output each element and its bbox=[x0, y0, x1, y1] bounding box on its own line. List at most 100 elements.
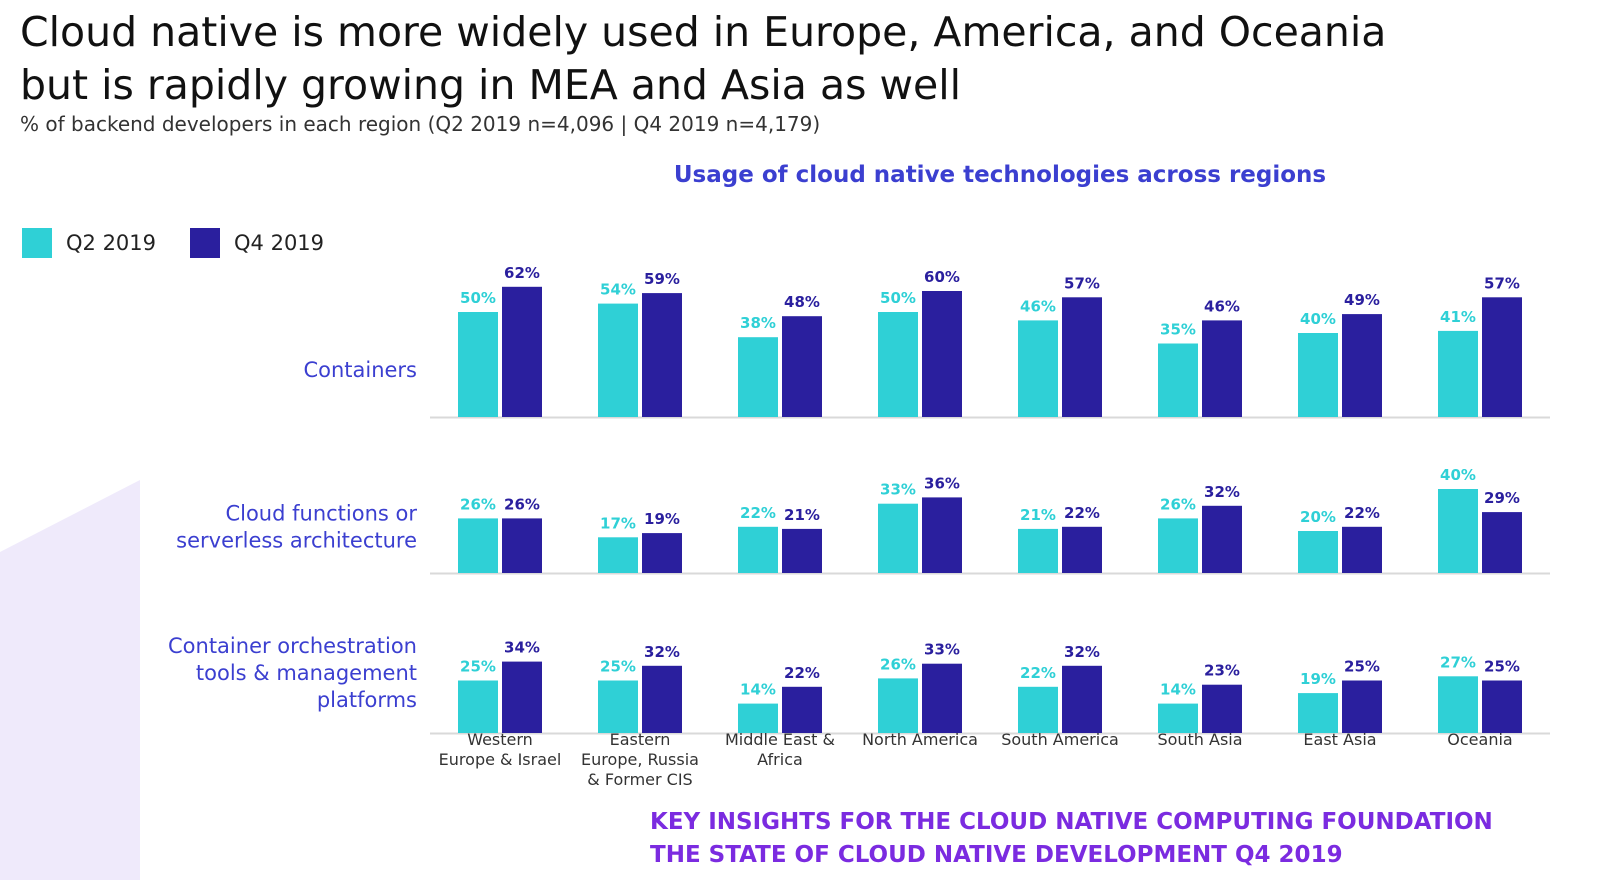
panel-1-label-line-1: serverless architecture bbox=[176, 529, 417, 553]
bar-1-4-0 bbox=[1018, 528, 1058, 573]
bar-1-7-0 bbox=[1438, 489, 1478, 573]
bar-0-4-1 bbox=[1062, 297, 1102, 417]
data-label-0-2-0: 38% bbox=[740, 314, 776, 332]
data-label-2-0-0: 25% bbox=[460, 658, 496, 676]
legend-swatch-q2 bbox=[22, 228, 52, 258]
bar-0-2-1 bbox=[782, 316, 822, 417]
data-label-2-0-1: 34% bbox=[504, 639, 540, 657]
bar-0-5-1 bbox=[1202, 320, 1242, 417]
category-label-4-line-0: South America bbox=[1001, 730, 1119, 749]
data-label-0-6-1: 49% bbox=[1344, 291, 1380, 309]
data-label-2-6-0: 19% bbox=[1300, 670, 1336, 688]
panel-0-label-line-0: Containers bbox=[303, 358, 417, 382]
bar-0-0-1 bbox=[502, 286, 542, 417]
bar-1-6-1 bbox=[1342, 526, 1382, 573]
category-label-7-line-0: Oceania bbox=[1447, 730, 1512, 749]
data-label-0-0-0: 50% bbox=[460, 289, 496, 307]
bar-2-0-0 bbox=[458, 680, 498, 733]
data-label-2-6-1: 25% bbox=[1344, 658, 1380, 676]
bar-0-0-0 bbox=[458, 312, 498, 417]
data-label-1-7-0: 40% bbox=[1440, 466, 1476, 484]
bar-2-6-1 bbox=[1342, 680, 1382, 733]
bar-0-3-1 bbox=[922, 291, 962, 417]
title-line-2: but is rapidly growing in MEA and Asia a… bbox=[20, 61, 961, 109]
bar-0-1-0 bbox=[598, 303, 638, 417]
data-label-0-5-0: 35% bbox=[1160, 321, 1196, 339]
bar-2-7-0 bbox=[1438, 676, 1478, 733]
bar-0-3-0 bbox=[878, 312, 918, 417]
bar-1-7-1 bbox=[1482, 512, 1522, 573]
bar-1-6-0 bbox=[1298, 531, 1338, 573]
data-label-0-1-0: 54% bbox=[600, 281, 636, 299]
page-subtitle: % of backend developers in each region (… bbox=[20, 112, 821, 136]
legend-item-q2: Q2 2019 bbox=[22, 228, 156, 258]
page-title: Cloud native is more widely used in Euro… bbox=[20, 6, 1580, 112]
bar-0-6-0 bbox=[1298, 333, 1338, 417]
background-number-decoration bbox=[0, 480, 140, 880]
bar-2-2-0 bbox=[738, 703, 778, 733]
bar-1-0-1 bbox=[502, 518, 542, 573]
bar-0-7-0 bbox=[1438, 330, 1478, 417]
bar-1-3-1 bbox=[922, 497, 962, 573]
footer: KEY INSIGHTS FOR THE CLOUD NATIVE COMPUT… bbox=[650, 806, 1493, 872]
data-label-1-4-1: 22% bbox=[1064, 504, 1100, 522]
data-label-2-1-0: 25% bbox=[600, 658, 636, 676]
bar-0-4-0 bbox=[1018, 320, 1058, 417]
data-label-1-0-1: 26% bbox=[504, 495, 540, 513]
data-label-0-4-0: 46% bbox=[1020, 297, 1056, 315]
bar-1-2-0 bbox=[738, 526, 778, 573]
data-label-1-1-0: 17% bbox=[600, 514, 636, 532]
data-label-2-5-1: 23% bbox=[1204, 662, 1240, 680]
bar-2-3-0 bbox=[878, 678, 918, 733]
data-label-1-7-1: 29% bbox=[1484, 489, 1520, 507]
title-line-1: Cloud native is more widely used in Euro… bbox=[20, 8, 1387, 56]
legend-swatch-q4 bbox=[190, 228, 221, 258]
data-label-0-0-1: 62% bbox=[504, 264, 540, 282]
bar-2-4-0 bbox=[1018, 686, 1058, 733]
bar-2-3-1 bbox=[922, 663, 962, 733]
legend-label-q4: Q4 2019 bbox=[234, 231, 325, 255]
bar-1-1-1 bbox=[642, 533, 682, 573]
data-label-0-3-1: 60% bbox=[924, 268, 960, 286]
data-label-1-6-1: 22% bbox=[1344, 504, 1380, 522]
bar-2-4-1 bbox=[1062, 665, 1102, 733]
data-label-1-3-1: 36% bbox=[924, 474, 960, 492]
data-label-0-5-1: 46% bbox=[1204, 297, 1240, 315]
data-label-1-5-0: 26% bbox=[1160, 495, 1196, 513]
data-label-2-7-0: 27% bbox=[1440, 653, 1476, 671]
bar-2-7-1 bbox=[1482, 680, 1522, 733]
panel-2-label-line-2: platforms bbox=[317, 688, 417, 712]
bar-2-6-0 bbox=[1298, 693, 1338, 733]
bar-1-5-1 bbox=[1202, 505, 1242, 573]
category-label-2-line-0: Middle East & bbox=[725, 730, 835, 749]
category-label-0-line-0: Western bbox=[467, 730, 533, 749]
data-label-1-6-0: 20% bbox=[1300, 508, 1336, 526]
panel-2-label-line-0: Container orchestration bbox=[168, 634, 417, 658]
data-label-1-0-0: 26% bbox=[460, 495, 496, 513]
bar-2-1-0 bbox=[598, 680, 638, 733]
bar-1-0-0 bbox=[458, 518, 498, 573]
data-label-1-3-0: 33% bbox=[880, 481, 916, 499]
data-label-2-3-1: 33% bbox=[924, 641, 960, 659]
data-label-2-5-0: 14% bbox=[1160, 681, 1196, 699]
bar-1-2-1 bbox=[782, 528, 822, 573]
data-label-0-1-1: 59% bbox=[644, 270, 680, 288]
category-label-2-line-1: Africa bbox=[757, 750, 803, 769]
category-label-1-line-1: Europe, Russia bbox=[581, 750, 699, 769]
data-label-2-2-0: 14% bbox=[740, 681, 776, 699]
bar-2-0-1 bbox=[502, 661, 542, 733]
category-label-0-line-1: Europe & Israel bbox=[439, 750, 562, 769]
bar-2-5-1 bbox=[1202, 684, 1242, 733]
category-label-1-line-0: Eastern bbox=[610, 730, 671, 749]
data-label-2-4-1: 32% bbox=[1064, 643, 1100, 661]
data-label-2-3-0: 26% bbox=[880, 655, 916, 673]
footer-line-1: KEY INSIGHTS FOR THE CLOUD NATIVE COMPUT… bbox=[650, 809, 1493, 835]
data-label-2-7-1: 25% bbox=[1484, 658, 1520, 676]
bar-0-6-1 bbox=[1342, 314, 1382, 417]
data-label-1-1-1: 19% bbox=[644, 510, 680, 528]
data-label-0-6-0: 40% bbox=[1300, 310, 1336, 328]
footer-line-2: THE STATE OF CLOUD NATIVE DEVELOPMENT Q4… bbox=[650, 842, 1343, 868]
legend-label-q2: Q2 2019 bbox=[66, 231, 157, 255]
bar-2-2-1 bbox=[782, 686, 822, 733]
